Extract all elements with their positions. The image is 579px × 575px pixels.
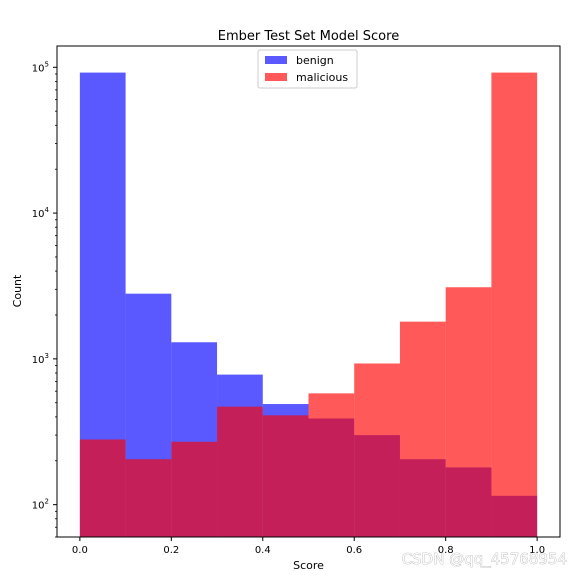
x-axis: 0.0 0.2 0.4 0.6 0.8 1.0 bbox=[72, 537, 545, 556]
malicious-bar-0 bbox=[79, 439, 126, 537]
y-tick-label: 105 bbox=[32, 60, 49, 74]
legend-swatch-malicious bbox=[265, 73, 287, 81]
malicious-bar-6 bbox=[354, 363, 400, 537]
y-tick-base: 10 bbox=[32, 355, 45, 366]
y-tick-label: 102 bbox=[32, 498, 49, 512]
y-tick-exponent: 3 bbox=[45, 352, 49, 360]
malicious-bar-2 bbox=[171, 441, 218, 537]
malicious-bar-4 bbox=[262, 415, 309, 537]
malicious-bar-3 bbox=[217, 406, 263, 537]
y-tick-label: 104 bbox=[32, 206, 50, 220]
y-axis-label: Count bbox=[11, 274, 24, 307]
x-tick-label: 0.8 bbox=[438, 545, 454, 556]
x-tick-label: 0.6 bbox=[346, 545, 362, 556]
y-tick-label: 103 bbox=[32, 352, 49, 366]
malicious-bar-7 bbox=[399, 321, 446, 537]
plot-frame bbox=[56, 45, 561, 538]
legend-swatch-benign bbox=[265, 56, 287, 64]
bars-layer bbox=[79, 72, 538, 537]
y-tick-exponent: 5 bbox=[45, 60, 49, 68]
y-tick-exponent: 4 bbox=[45, 206, 50, 214]
malicious-bar-5 bbox=[308, 393, 355, 537]
watermark: CSDN @qq_45768954 bbox=[402, 550, 567, 569]
y-tick-exponent: 2 bbox=[45, 498, 49, 506]
malicious-bar-8 bbox=[445, 287, 492, 537]
legend: benign malicious bbox=[257, 49, 358, 89]
y-tick-base: 10 bbox=[32, 63, 45, 74]
malicious-bar-1 bbox=[125, 459, 172, 537]
malicious-bar-9 bbox=[491, 72, 538, 537]
x-tick-label: 0.4 bbox=[255, 545, 271, 556]
chart-title: Ember Test Set Model Score bbox=[218, 29, 399, 44]
legend-label: benign bbox=[296, 54, 334, 67]
legend-label: malicious bbox=[296, 71, 348, 84]
x-tick-label: 0.0 bbox=[72, 545, 88, 556]
y-tick-base: 10 bbox=[32, 501, 45, 512]
x-tick-label: 1.0 bbox=[529, 545, 545, 556]
x-tick-label: 0.2 bbox=[163, 545, 179, 556]
y-tick-base: 10 bbox=[32, 209, 45, 220]
x-axis-label: Score bbox=[293, 559, 324, 572]
